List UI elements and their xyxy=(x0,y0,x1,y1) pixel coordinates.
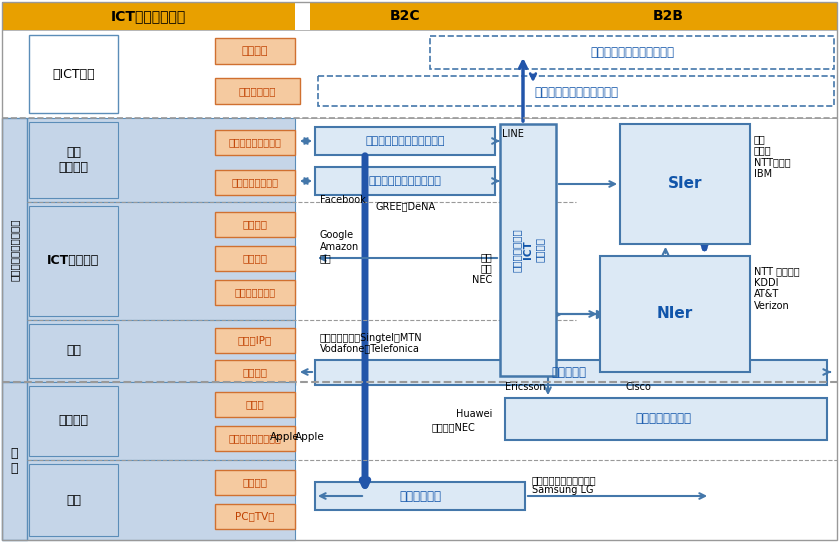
Bar xyxy=(215,360,295,385)
Bar xyxy=(215,392,295,417)
Bar xyxy=(29,35,118,113)
Bar xyxy=(27,202,295,320)
Bar xyxy=(27,320,295,382)
Text: ソリューション
ICT
ベンダー: ソリューション ICT ベンダー xyxy=(512,228,545,272)
Bar xyxy=(215,38,295,64)
Text: プラットフォーム事業者: プラットフォーム事業者 xyxy=(368,176,441,186)
Text: Samsung LG: Samsung LG xyxy=(532,485,593,495)
Text: Facebook: Facebook xyxy=(320,195,366,205)
Text: 電力・水道・鉄道・防災等: 電力・水道・鉄道・防災等 xyxy=(590,47,674,60)
Bar xyxy=(215,130,295,155)
Bar xyxy=(2,30,837,118)
Text: プラットフォーム: プラットフォーム xyxy=(232,177,279,187)
Text: 製造・農業等: 製造・農業等 xyxy=(238,86,276,96)
Bar xyxy=(215,280,295,305)
Text: 携帯電話: 携帯電話 xyxy=(242,477,268,487)
Text: B2C: B2C xyxy=(389,9,420,23)
Bar xyxy=(505,398,827,440)
Bar xyxy=(315,360,827,385)
Text: ソフトバンク　Singtel　MTN: ソフトバンク Singtel MTN xyxy=(320,333,423,343)
Text: ICTサービス: ICTサービス xyxy=(47,255,100,268)
Text: コア（IP）: コア（IP） xyxy=(238,335,272,345)
Bar xyxy=(27,382,295,460)
Bar xyxy=(29,386,118,456)
Text: Ericsson: Ericsson xyxy=(505,382,545,392)
Text: ICT産業レイヤー: ICT産業レイヤー xyxy=(111,9,186,23)
Text: クラウド: クラウド xyxy=(242,253,268,263)
Text: 通信: 通信 xyxy=(66,345,81,358)
Text: NIer: NIer xyxy=(657,306,693,321)
Text: PC・TV等: PC・TV等 xyxy=(235,511,274,521)
Text: 通信機器ベンダー: 通信機器ベンダー xyxy=(635,412,691,425)
Text: サービス（顧客接点）: サービス（顧客接点） xyxy=(9,219,19,281)
Text: 上位
レイヤー: 上位 レイヤー xyxy=(59,146,88,174)
Text: インフラ: インフラ xyxy=(242,46,268,56)
Bar xyxy=(315,127,495,155)
Text: LINE: LINE xyxy=(502,129,524,139)
Text: Vodafone　Telefonica: Vodafone Telefonica xyxy=(320,343,420,353)
Bar xyxy=(500,2,837,30)
Bar xyxy=(215,170,295,195)
Text: GREE　DeNA: GREE DeNA xyxy=(375,201,435,211)
Text: 基地局: 基地局 xyxy=(246,399,264,409)
Text: アクセス: アクセス xyxy=(242,367,268,377)
Bar xyxy=(27,118,295,202)
Text: NTT グループ
KDDI
AT&T
Verizon: NTT グループ KDDI AT&T Verizon xyxy=(754,266,800,311)
Text: 端末メーカー: 端末メーカー xyxy=(399,489,441,502)
Text: Cisco: Cisco xyxy=(625,382,651,392)
Bar xyxy=(600,256,750,372)
Bar xyxy=(215,78,300,104)
Text: Apple: Apple xyxy=(295,432,325,442)
Text: 通信事業者: 通信事業者 xyxy=(551,365,586,378)
Text: SIer: SIer xyxy=(668,177,702,191)
Bar xyxy=(215,246,295,271)
Bar xyxy=(29,122,118,198)
Bar xyxy=(215,504,295,529)
Bar xyxy=(318,76,834,106)
Bar xyxy=(215,212,295,237)
Bar xyxy=(310,2,500,30)
Bar xyxy=(27,460,295,540)
Bar xyxy=(215,426,295,451)
Bar xyxy=(2,382,27,540)
Text: データセンター: データセンター xyxy=(234,287,275,297)
Bar xyxy=(29,464,118,536)
Text: コンテンツ・アプリ事業者: コンテンツ・アプリ事業者 xyxy=(365,136,445,146)
Bar xyxy=(215,328,295,353)
Text: ソニー　富士通　京セラ: ソニー 富士通 京セラ xyxy=(532,475,597,485)
Bar xyxy=(29,324,118,378)
Text: Apple: Apple xyxy=(270,432,300,442)
Text: ルーター・スイッチ: ルーター・スイッチ xyxy=(228,433,281,443)
Text: 日立
富士通
NTTデータ
IBM: 日立 富士通 NTTデータ IBM xyxy=(754,134,790,179)
Text: 通信機器: 通信機器 xyxy=(59,415,88,428)
Bar xyxy=(315,482,525,510)
Text: コンテンツ・アプリ: コンテンツ・アプリ xyxy=(228,137,281,147)
Bar xyxy=(620,124,750,244)
Text: Huawei: Huawei xyxy=(456,409,492,419)
Text: B2B: B2B xyxy=(653,9,684,23)
Bar xyxy=(2,118,27,382)
Text: 非ICT産業: 非ICT産業 xyxy=(52,68,95,81)
Text: 日立
東芝
NEC: 日立 東芝 NEC xyxy=(472,252,492,285)
Bar xyxy=(500,124,556,376)
Text: 端
末: 端 末 xyxy=(11,447,18,475)
Bar xyxy=(315,167,495,195)
Text: システム: システム xyxy=(242,219,268,229)
Text: Google
Amazon
楽天: Google Amazon 楽天 xyxy=(320,230,359,263)
Text: 富士通　NEC: 富士通 NEC xyxy=(431,422,475,432)
Bar xyxy=(2,2,295,30)
Bar xyxy=(430,36,834,69)
Bar xyxy=(215,470,295,495)
Bar xyxy=(29,206,118,316)
Text: 端末: 端末 xyxy=(66,494,81,507)
Text: 製造・金融・農業・小売等: 製造・金融・農業・小売等 xyxy=(534,86,618,99)
